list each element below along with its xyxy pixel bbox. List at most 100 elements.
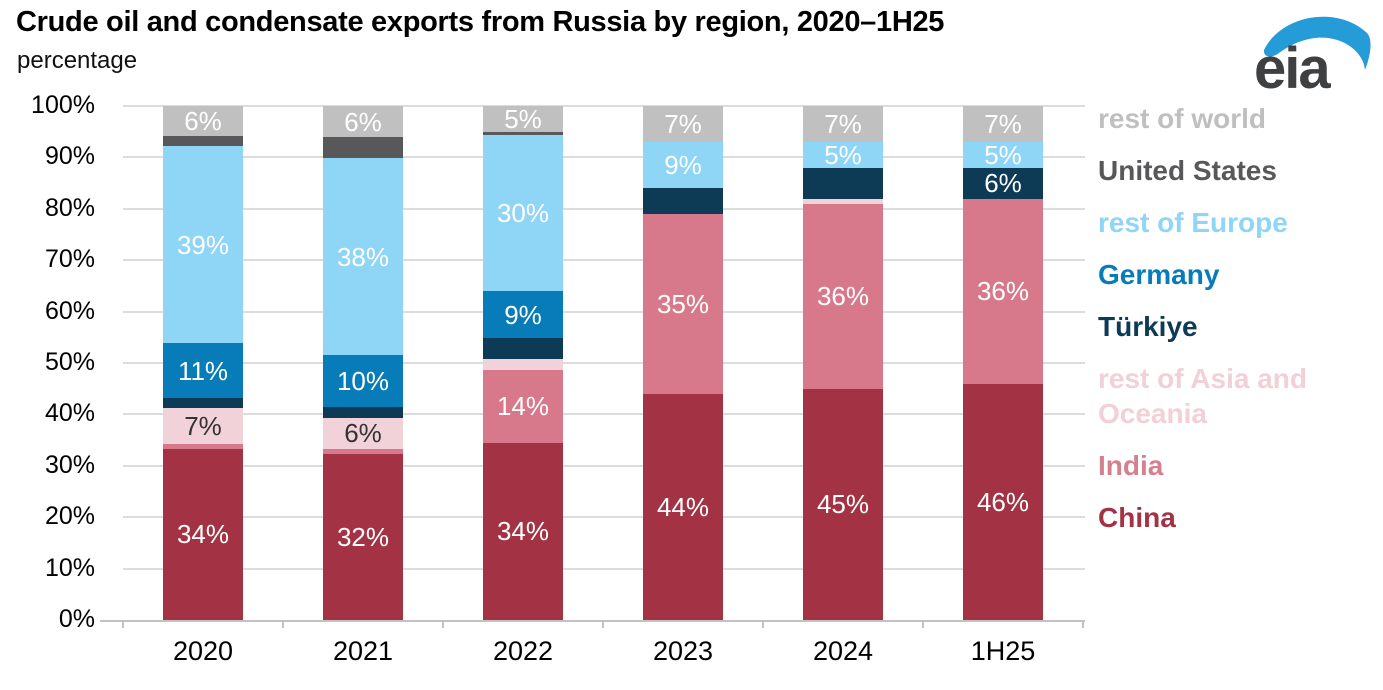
- bar-segment-label: 30%: [496, 197, 550, 228]
- bar-2021: 32% 6% 10% 38% 6%: [323, 106, 403, 620]
- x-axis-tick: [602, 620, 604, 628]
- bar-segment-label: 38%: [336, 241, 390, 272]
- bar-segment-rest-of-europe-2023: 9%: [643, 142, 723, 189]
- legend-item-china: China: [1098, 502, 1176, 533]
- bar-segment-india-2020: [163, 443, 243, 449]
- bar-segment-india-2024: 36%: [803, 203, 883, 389]
- bar-segment-rest-of-europe-2024: 5%: [803, 142, 883, 168]
- bar-segment-label: 9%: [504, 299, 542, 330]
- x-axis-category-label: 2023: [652, 636, 714, 666]
- y-axis-tick-label: 90%: [44, 142, 95, 171]
- bar-segment-rest-of-world-2020: 6%: [163, 106, 243, 137]
- gridline: [123, 259, 1085, 262]
- chart-title: Crude oil and condensate exports from Ru…: [16, 6, 945, 38]
- bar-segment-turkiye-2024: [803, 167, 883, 199]
- bar-segment-label: 6%: [984, 168, 1022, 199]
- bar-segment-united-states-2021: [323, 137, 403, 158]
- y-axis-tick-label: 0%: [58, 605, 95, 633]
- legend-item-united-states: United States: [1098, 155, 1277, 186]
- bar-segment-turkiye-2023: [643, 188, 723, 214]
- bar-segment-china-2020: 34%: [163, 448, 243, 620]
- x-axis-tick: [442, 620, 444, 628]
- bar-segment-india-1h25: 36%: [963, 198, 1043, 384]
- bar-segment-rest-of-world-2024: 7%: [803, 106, 883, 142]
- bar-segment-label: 5%: [824, 139, 862, 170]
- bar-segment-label: 36%: [976, 276, 1030, 307]
- bar-segment-label: 35%: [656, 288, 710, 319]
- eia-logo: eia: [1253, 6, 1379, 101]
- bar-segment-india-2021: [323, 448, 403, 454]
- bar-segment-label: 44%: [656, 491, 710, 522]
- bar-segment-label: 5%: [504, 104, 542, 135]
- gridline: [123, 310, 1085, 313]
- bar-segment-rest-of-asia-and-oceania-2020: 7%: [163, 408, 243, 444]
- bar-segment-united-states-2022: [483, 132, 563, 135]
- bar-segment-turkiye-2021: [323, 407, 403, 418]
- legend-item-rest-of-asia-and-oceania: rest of Asia and Oceania: [1098, 363, 1308, 429]
- bar-segment-label: 5%: [984, 139, 1022, 170]
- bar-segment-turkiye-1h25: 6%: [963, 167, 1043, 199]
- bar-segment-label: 34%: [176, 519, 230, 550]
- legend-item-germany: Germany: [1098, 259, 1220, 290]
- gridline: [123, 207, 1085, 210]
- bar-segment-china-2021: 32%: [323, 453, 403, 620]
- y-axis-tick-label: 20%: [44, 502, 95, 531]
- x-axis-category-label: 2020: [172, 636, 234, 666]
- bar-segment-china-2024: 45%: [803, 388, 883, 620]
- bar-segment-label: 32%: [336, 521, 390, 552]
- bar-segment-label: 11%: [177, 355, 229, 386]
- bar-segment-china-2022: 34%: [483, 442, 563, 620]
- y-axis-tick-label: 10%: [44, 553, 95, 582]
- y-axis-tick-label: 50%: [44, 348, 95, 376]
- bar-segment-label: 6%: [344, 106, 382, 137]
- bar-segment-label: 7%: [984, 109, 1022, 139]
- bar-segment-rest-of-world-1h25: 7%: [963, 106, 1043, 142]
- bar-segment-china-1h25: 46%: [963, 383, 1043, 620]
- bar-segment-india-2022: 14%: [483, 369, 563, 443]
- bar-segment-label: 45%: [816, 489, 870, 520]
- bar-2024: 45% 36% 5% 7%: [803, 106, 883, 620]
- bar-segment-label: 7%: [664, 109, 702, 139]
- x-axis-category-label: 1H25: [970, 636, 1036, 666]
- chart-subtitle: percentage: [17, 47, 138, 74]
- bar-segment-label: 6%: [344, 418, 382, 449]
- bar-2020: 34% 7% 11% 39% 6%: [163, 106, 243, 620]
- bar-segment-label: 6%: [184, 106, 222, 137]
- bar-segment-india-2023: 35%: [643, 213, 723, 394]
- bar-segment-label: 7%: [184, 411, 222, 441]
- bar-segment-label: 46%: [976, 486, 1030, 517]
- bar-segment-turkiye-2022: [483, 338, 563, 360]
- bar-segment-label: 9%: [664, 150, 702, 181]
- x-axis-tick: [762, 620, 764, 628]
- bar-segment-turkiye-2020: [163, 398, 243, 409]
- eia-swoosh-icon: [1263, 16, 1371, 70]
- y-axis-tick-label: 30%: [44, 450, 95, 479]
- gridline: [123, 362, 1085, 364]
- x-axis-category-label: 2022: [492, 636, 554, 666]
- bar-segment-rest-of-asia-and-oceania-2022: [483, 359, 563, 370]
- bar-segment-rest-of-europe-1h25: 5%: [963, 142, 1043, 168]
- bar-segment-label: 10%: [336, 366, 390, 397]
- bar-segment-rest-of-europe-2020: 39%: [163, 146, 243, 343]
- bar-2022: 34% 14% 9% 30% 5%: [483, 106, 563, 620]
- bar-segment-germany-2022: 9%: [483, 291, 563, 339]
- bar-segment-label: 34%: [496, 516, 550, 547]
- bar-segment-rest-of-asia-and-oceania-2021: 6%: [323, 417, 403, 449]
- bar-segment-label: 14%: [496, 391, 550, 422]
- bar-segment-rest-of-europe-2021: 38%: [323, 157, 403, 356]
- y-axis-tick-label: 40%: [44, 399, 95, 428]
- x-axis-line: [100, 620, 1085, 622]
- legend: rest of world United States rest of Europe…: [1098, 101, 1368, 535]
- gridline: [123, 105, 1085, 107]
- x-axis-tick: [282, 620, 284, 628]
- legend-item-rest-of-europe: rest of Europe: [1098, 207, 1288, 238]
- bar-segment-germany-2020: 11%: [163, 342, 243, 399]
- gridline: [123, 413, 1085, 416]
- y-axis-tick-label: 80%: [44, 193, 95, 222]
- legend-item-india: India: [1098, 450, 1164, 481]
- gridline: [123, 516, 1085, 519]
- bar-segment-united-states-2020: [163, 136, 243, 147]
- bar-segment-rest-of-europe-2022: 30%: [483, 134, 563, 292]
- eia-logo-graphic: eia: [1254, 16, 1371, 101]
